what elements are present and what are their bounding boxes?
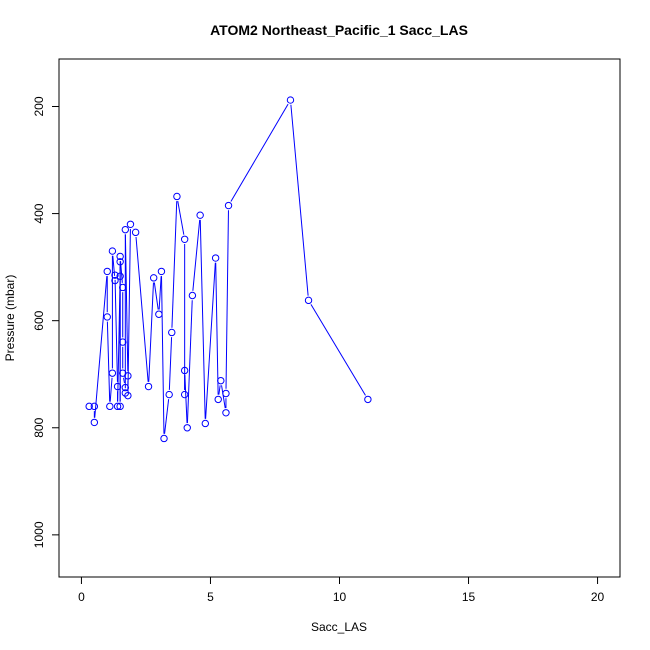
series-segment [168, 337, 173, 390]
data-point [116, 402, 124, 411]
series-segment [171, 201, 178, 328]
data-point [111, 271, 119, 279]
data-point [121, 383, 130, 392]
series-segment [153, 282, 159, 310]
series-segment [148, 282, 154, 382]
data-point [149, 274, 158, 282]
series-segment [114, 279, 118, 382]
x-tick-label: 10 [333, 590, 347, 604]
series-segment [225, 210, 229, 389]
x-tick-label: 15 [462, 590, 476, 604]
series-segment [215, 262, 219, 395]
series-segment [161, 276, 165, 434]
data-point [286, 96, 295, 104]
data-point [211, 254, 220, 262]
data-point [180, 366, 189, 375]
data-point [183, 424, 191, 432]
data-point [126, 220, 135, 228]
chart-title: ATOM2 Northeast_Pacific_1 Sacc_LAS [210, 22, 468, 38]
series-segment [218, 385, 221, 395]
data-point [131, 228, 140, 237]
series-segment [290, 104, 309, 296]
y-axis: 200 400 600 800 1000 [32, 96, 60, 548]
data-point [168, 328, 176, 337]
data-point [121, 225, 130, 234]
y-tick-label: 800 [32, 417, 46, 437]
series-segment [135, 236, 149, 382]
data-point [214, 395, 222, 404]
series-segment [124, 234, 129, 372]
data-point [201, 419, 210, 428]
data-point [217, 376, 225, 385]
data-point [144, 382, 153, 391]
data-point [304, 296, 313, 305]
series-segment [230, 103, 289, 202]
data-point [165, 390, 173, 399]
data-point [113, 382, 122, 391]
data-point [111, 276, 119, 285]
data-point [85, 402, 93, 411]
data-point [116, 252, 124, 261]
data-point [119, 283, 127, 292]
data-point [222, 409, 230, 417]
x-tick-label: 20 [591, 590, 605, 604]
series-segment [94, 276, 108, 418]
data-point [90, 402, 99, 411]
data-point [180, 235, 189, 243]
series-segment [123, 377, 125, 384]
data-point [90, 418, 99, 427]
x-tick-label: 0 [78, 590, 85, 604]
series-segment [158, 276, 162, 310]
data-point [224, 201, 233, 210]
data-point [180, 390, 189, 399]
x-axis: 0 5 10 15 20 [78, 576, 605, 604]
data-point [196, 211, 204, 219]
data-point [364, 395, 372, 404]
data-point [124, 391, 132, 400]
data-point [124, 372, 132, 380]
series-segment [109, 377, 113, 402]
y-tick-label: 200 [32, 96, 46, 116]
data-point [108, 247, 117, 255]
data-point [108, 369, 117, 377]
series-segment [186, 300, 193, 424]
series-segment [106, 321, 111, 402]
series-segment [184, 375, 188, 424]
series-segment [205, 262, 216, 419]
series-segment [310, 304, 366, 396]
series-segment [164, 399, 170, 434]
data-point [106, 402, 114, 411]
data-point [116, 258, 124, 266]
data-point [155, 310, 163, 318]
data-point [103, 267, 111, 276]
data-point [119, 338, 127, 346]
y-tick-label: 1000 [32, 521, 46, 548]
x-tick-label: 5 [207, 590, 214, 604]
data-point [188, 291, 197, 300]
data-point [222, 389, 230, 398]
series-segment [177, 200, 185, 235]
y-tick-label: 400 [32, 203, 46, 223]
data-point [160, 434, 168, 443]
data-point [173, 192, 181, 201]
y-axis-label: Pressure (mbar) [3, 275, 17, 362]
series-segment [221, 385, 226, 409]
data-point [157, 267, 166, 276]
data-point [116, 272, 124, 280]
series-segment [199, 219, 206, 419]
series-lines [93, 103, 366, 434]
series-segment [127, 228, 131, 391]
x-axis-label: Sacc_LAS [311, 620, 367, 634]
series-segment [192, 219, 201, 291]
y-tick-label: 600 [32, 310, 46, 330]
series-points [85, 96, 372, 443]
data-point [113, 402, 122, 411]
data-point [103, 313, 111, 321]
